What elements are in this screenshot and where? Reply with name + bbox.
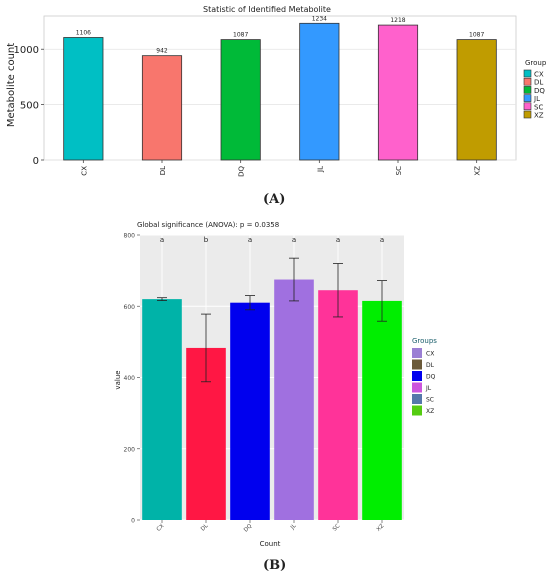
data-label: 942	[156, 48, 168, 55]
legend-swatch	[523, 94, 532, 102]
legend-label: DL	[426, 362, 435, 369]
legend-label: SC	[534, 103, 543, 111]
x-tick-label: DQ	[238, 166, 246, 177]
bar	[456, 39, 497, 161]
significance-letter: a	[380, 236, 384, 244]
data-label: 1087	[469, 32, 484, 39]
legend-label: CX	[426, 351, 434, 358]
chart-b-title: Global significance (ANOVA): p = 0.0358	[137, 221, 279, 229]
data-label: 1234	[312, 15, 327, 22]
panel-a-label: (A)	[263, 192, 286, 207]
legend-swatch	[523, 110, 532, 119]
x-tick-label: XZ	[376, 523, 386, 533]
chart-a-title: Statistic of Identified Metabolite	[203, 5, 331, 14]
x-tick-label: SC	[332, 523, 342, 533]
legend-swatch	[412, 348, 422, 358]
bar	[220, 39, 261, 161]
chart-b-svg: Global significance (ANOVA): p = 0.0358 …	[114, 221, 437, 548]
chart-b-legend-title: Groups	[412, 337, 437, 345]
bar	[299, 22, 340, 161]
legend-swatch	[412, 359, 422, 370]
y-tick-label: 800	[124, 233, 136, 240]
x-tick-label: JL	[289, 523, 298, 532]
legend-label: JL	[425, 385, 432, 392]
significance-letter: a	[248, 236, 252, 244]
legend-label: CX	[534, 71, 544, 79]
y-tick-label: 0	[33, 156, 39, 167]
y-tick-label: 400	[124, 375, 136, 382]
x-tick-label: CX	[156, 523, 166, 533]
x-tick-label: SC	[395, 166, 403, 175]
legend-label: SC	[426, 397, 434, 404]
bar	[274, 279, 314, 520]
y-tick-label: 600	[124, 304, 136, 311]
chart-a: Statistic of Identified Metabolite Metab…	[0, 0, 550, 215]
legend-swatch	[412, 394, 422, 404]
x-tick-label: JL	[316, 166, 324, 173]
legend-swatch	[523, 69, 532, 78]
bar	[141, 55, 183, 161]
chart-a-svg: Statistic of Identified Metabolite Metab…	[6, 5, 547, 177]
significance-letter: a	[160, 236, 164, 244]
bar	[230, 302, 270, 520]
legend-label: XZ	[426, 408, 434, 415]
legend-swatch	[412, 371, 422, 381]
y-tick-label: 1000	[14, 45, 39, 56]
panel-b-label: (B)	[263, 558, 287, 573]
legend-swatch	[523, 102, 532, 111]
bar	[142, 299, 182, 520]
x-tick-label: DL	[159, 166, 167, 175]
legend-label: DQ	[534, 87, 545, 95]
chart-b: Global significance (ANOVA): p = 0.0358 …	[0, 215, 550, 577]
plot-area	[43, 15, 517, 161]
legend-label: DQ	[426, 374, 436, 381]
bar	[377, 24, 419, 161]
chart-a-y-axis-label: Metabolite count	[6, 43, 17, 127]
legend-label: DL	[534, 79, 543, 87]
bar	[362, 300, 402, 520]
bar	[318, 290, 358, 520]
x-tick-label: DQ	[243, 523, 254, 534]
chart-b-x-axis-label: Count	[260, 540, 281, 548]
legend-swatch	[412, 405, 422, 416]
data-label: 1087	[233, 32, 248, 39]
x-tick-label: DL	[200, 523, 210, 533]
x-tick-label: CX	[80, 166, 88, 176]
y-tick-label: 200	[124, 446, 136, 453]
significance-letter: a	[336, 236, 340, 244]
significance-letter: a	[292, 236, 296, 244]
legend-label: JL	[533, 95, 540, 103]
chart-a-legend-title: Group	[525, 59, 547, 67]
y-tick-label: 500	[20, 101, 39, 112]
legend-label: XZ	[534, 112, 544, 120]
bar	[63, 37, 104, 161]
legend-swatch	[523, 77, 532, 86]
legend-swatch	[412, 382, 422, 393]
data-label: 1106	[76, 29, 91, 36]
significance-letter: b	[204, 236, 209, 244]
data-label: 1218	[390, 17, 405, 24]
legend-swatch	[523, 86, 532, 94]
x-tick-label: XZ	[474, 166, 482, 176]
y-tick-label: 0	[131, 518, 135, 525]
chart-b-y-axis-label: value	[114, 370, 122, 389]
